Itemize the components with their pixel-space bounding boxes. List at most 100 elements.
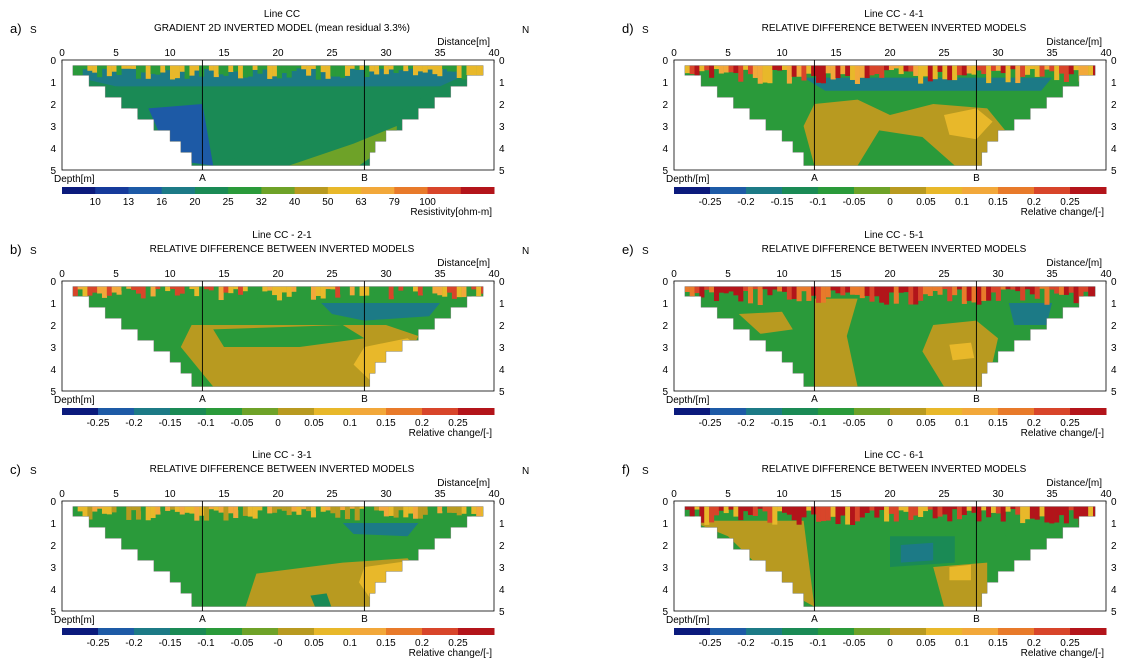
surface-cell <box>281 506 287 511</box>
surface-cell <box>398 506 404 511</box>
x-axis-label: Distance/[m] <box>1046 258 1102 269</box>
surface-cell <box>92 65 98 73</box>
surface-cell <box>257 506 263 511</box>
x-tick-label: 35 <box>434 489 446 500</box>
colorbar-tick-label: 100 <box>419 197 436 208</box>
surface-cell <box>903 65 909 72</box>
surface-cell <box>82 65 88 70</box>
surface-cell <box>179 286 185 294</box>
colorbar-swatch <box>242 628 279 635</box>
surface-cell <box>354 65 360 70</box>
colorbar-swatch <box>890 187 927 194</box>
colorbar-swatch <box>95 187 129 194</box>
surface-cell <box>437 286 443 296</box>
surface-cell <box>850 65 856 80</box>
surface-cell <box>247 65 253 77</box>
surface-cell <box>242 65 248 78</box>
surface-cell <box>344 506 351 520</box>
y-tick-label-left: 2 <box>50 321 56 332</box>
colorbar-swatch <box>1034 408 1071 415</box>
surface-cell <box>398 65 404 71</box>
y-axis-label: Depth/[m] <box>666 395 710 406</box>
surface-cell <box>1078 506 1084 526</box>
surface-cell <box>218 286 224 301</box>
surface-cell <box>456 65 462 78</box>
y-tick-label-right: 5 <box>1111 166 1117 177</box>
surface-cell <box>796 286 802 302</box>
surface-cell <box>335 506 341 518</box>
surface-cell <box>806 65 812 74</box>
surface-cell <box>1025 65 1031 75</box>
surface-cell <box>262 286 268 292</box>
y-tick-label-left: 1 <box>50 519 56 530</box>
colorbar-tick-label: 0.15 <box>376 418 396 429</box>
surface-cell <box>966 65 972 74</box>
surface-cell <box>131 65 137 69</box>
colorbar-tick-label: 0.15 <box>988 418 1008 429</box>
chart-subtitle: RELATIVE DIFFERENCE BETWEEN INVERTED MOD… <box>150 244 415 255</box>
colorbar-tick-label: -0.05 <box>231 418 254 429</box>
surface-cell <box>1059 286 1065 295</box>
y-tick-label-left: 5 <box>662 387 668 398</box>
zone <box>310 593 332 607</box>
x-tick-label: 35 <box>1046 269 1058 280</box>
x-tick-label: 10 <box>164 269 176 280</box>
surface-cell <box>825 286 831 298</box>
surface-cell <box>174 286 180 296</box>
surface-cell <box>359 65 365 70</box>
marker-label: A <box>811 394 818 405</box>
surface-cell <box>918 506 924 517</box>
surface-cell <box>315 65 321 80</box>
x-tick-label: 5 <box>725 269 731 280</box>
y-tick-label-left: 0 <box>662 277 668 288</box>
surface-cell <box>801 286 807 292</box>
surface-cell <box>811 506 817 515</box>
surface-cell <box>233 286 239 290</box>
surface-cell <box>1029 286 1035 295</box>
surface-cell <box>276 506 282 510</box>
surface-cell <box>976 286 982 305</box>
panel-label: e) <box>622 242 634 257</box>
surface-cell <box>252 506 258 519</box>
surface-cell <box>238 65 244 79</box>
surface-cell <box>325 286 331 290</box>
surface-cell <box>825 506 831 521</box>
colorbar-tick-label: 32 <box>256 197 268 208</box>
surface-cell <box>859 286 865 299</box>
y-tick-label-left: 4 <box>50 144 56 155</box>
colorbar-tick-label: -0.25 <box>699 418 722 429</box>
surface-cell <box>952 65 958 81</box>
colorbar-tick-label: -0.05 <box>843 638 866 649</box>
surface-cell <box>937 506 943 517</box>
colorbar-swatch <box>998 187 1035 194</box>
surface-cell <box>995 286 1001 301</box>
surface-cell <box>796 506 802 525</box>
surface-cell <box>451 286 457 299</box>
surface-cell <box>388 65 394 70</box>
y-tick-label-right: 2 <box>499 541 505 552</box>
surface-cell <box>782 65 788 70</box>
surface-cell <box>340 286 346 295</box>
colorbar-label: Relative change/[-] <box>1021 207 1105 218</box>
surface-cell <box>1044 506 1050 523</box>
colorbar-swatch <box>206 408 243 415</box>
colorbar-swatch <box>1070 408 1107 415</box>
colorbar-swatch <box>128 187 163 194</box>
surface-cell <box>374 286 380 293</box>
colorbar-tick-label: -0.15 <box>159 418 182 429</box>
surface-cell <box>189 506 195 514</box>
surface-cell <box>966 506 972 511</box>
surface-cell <box>272 65 278 77</box>
marker-label: B <box>973 394 980 405</box>
surface-cell <box>291 506 297 512</box>
y-tick-label-right: 4 <box>499 144 505 155</box>
y-tick-label-right: 2 <box>1111 541 1117 552</box>
chart-subtitle: RELATIVE DIFFERENCE BETWEEN INVERTED MOD… <box>150 464 415 475</box>
surface-cell <box>1054 506 1060 523</box>
surface-cell <box>864 65 870 79</box>
surface-cell <box>874 286 880 297</box>
surface-cell <box>150 286 156 297</box>
surface-cell <box>1068 286 1074 293</box>
surface-cell <box>961 506 967 516</box>
colorbar-tick-label: -0.1 <box>197 418 215 429</box>
